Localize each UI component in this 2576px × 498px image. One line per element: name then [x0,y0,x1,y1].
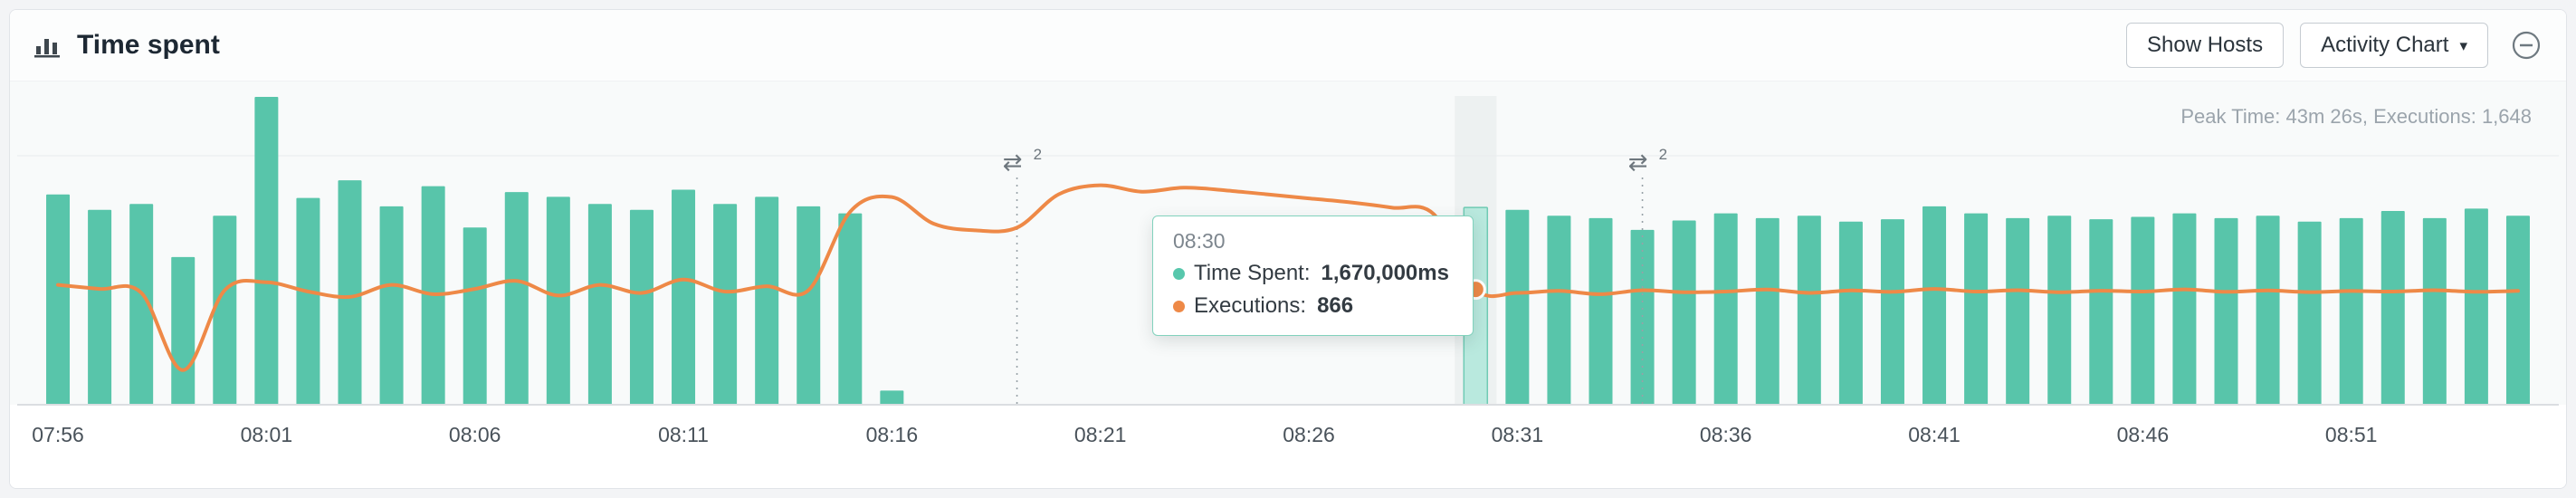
bar[interactable] [1547,215,1571,405]
bar[interactable] [629,209,654,405]
chart-tooltip: 08:30 Time Spent: 1,670,000ms Executions… [1152,215,1474,336]
bar[interactable] [1797,215,1821,405]
bar[interactable] [46,194,71,405]
bar[interactable] [1964,213,1989,405]
bar[interactable] [88,209,112,405]
bar[interactable] [171,256,196,405]
swap-arrows-icon: ⇄ [1003,149,1023,177]
executions-legend-dot [1173,300,1185,312]
tooltip-time-spent-row: Time Spent: 1,670,000ms [1173,261,1449,286]
x-axis-label: 08:46 [2117,423,2170,446]
swap-arrows-icon: ⇄ [1628,149,1648,177]
x-axis-label: 08:41 [1908,423,1961,446]
bar[interactable] [587,204,612,405]
bar[interactable] [1630,229,1655,405]
bar[interactable] [1880,219,1904,405]
panel-header-left: Time spent [33,30,220,61]
bar[interactable] [338,180,362,405]
collapse-panel-button[interactable] [2510,29,2543,62]
bar[interactable] [672,189,696,405]
tooltip-time-spent-label: Time Spent: [1194,261,1311,285]
show-hosts-label: Show Hosts [2147,32,2264,57]
x-axis-label: 08:21 [1074,423,1127,446]
time-spent-panel: Time spent Show Hosts Activity Chart ▾ [9,9,2567,489]
tooltip-executions-value: 866 [1317,293,1354,318]
bar[interactable] [2339,217,2363,405]
bar[interactable] [838,213,863,405]
bar[interactable] [2214,217,2238,405]
x-axis-label: 08:01 [241,423,293,446]
activity-chart-label: Activity Chart [2321,32,2449,57]
bar[interactable] [1713,213,1738,405]
bar[interactable] [2131,216,2155,405]
event-marker-count: 2 [1659,146,1667,163]
executions-line [56,183,2520,372]
tooltip-executions-label: Executions: [1194,293,1307,318]
x-axis-label: 08:06 [449,423,501,446]
bar[interactable] [546,196,570,405]
bar[interactable] [2380,211,2405,405]
bar[interactable] [1589,217,1613,405]
chevron-down-icon: ▾ [2459,36,2467,54]
tooltip-time-spent-value: 1,670,000ms [1321,261,1449,285]
bar[interactable] [2297,221,2322,405]
bar-chart-icon [33,32,62,59]
bar[interactable] [2422,217,2447,405]
tooltip-executions-row: Executions: 866 [1173,293,1449,319]
activity-chart-dropdown[interactable]: Activity Chart ▾ [2300,22,2488,69]
tooltip-time: 08:30 [1173,229,1226,253]
bar[interactable] [379,206,404,405]
time-spent-legend-dot [1173,267,1185,280]
panel-title: Time spent [77,30,220,60]
bar[interactable] [129,204,154,405]
chart-canvas[interactable]: ⇄ 2 ⇄ 2 07:56 08:01 08:06 08:11 08:16 08:21 08:26 0… [10,81,2566,489]
x-axis-label: 08:26 [1283,423,1335,446]
bar[interactable] [797,206,821,405]
bar[interactable] [2006,217,2030,405]
bar[interactable] [755,196,779,405]
bar[interactable] [880,390,904,405]
bar[interactable] [1505,209,1530,405]
x-axis-label: 08:36 [1700,423,1752,446]
bar[interactable] [1838,221,1863,405]
bar[interactable] [213,215,237,405]
bar[interactable] [2505,215,2530,405]
event-marker-count: 2 [1034,146,1042,163]
x-axis-label: 07:56 [32,423,84,446]
x-axis-label: 08:16 [866,423,919,446]
chart-area: Peak Time: 43m 26s, Executions: 1,648 ⇄ 2… [10,81,2566,489]
x-axis-label: 08:31 [1492,423,1544,446]
peak-summary: Peak Time: 43m 26s, Executions: 1,648 [2180,105,2532,128]
bar[interactable] [2089,219,2113,405]
panel-header-actions: Show Hosts Activity Chart ▾ [2126,22,2543,69]
bar[interactable] [2256,215,2280,405]
bar[interactable] [296,197,320,405]
bar[interactable] [504,192,529,405]
x-axis-label: 08:11 [658,423,709,446]
bar[interactable] [254,97,279,405]
bar[interactable] [1755,217,1779,405]
show-hosts-button[interactable]: Show Hosts [2126,22,2285,69]
x-axis-label: 08:51 [2325,423,2378,446]
bar[interactable] [713,204,738,405]
bar[interactable] [463,227,487,405]
panel-header: Time spent Show Hosts Activity Chart ▾ [10,10,2566,81]
bar[interactable] [2464,208,2488,405]
bar[interactable] [2172,213,2197,405]
bar[interactable] [1922,206,1947,405]
bar[interactable] [2047,215,2072,405]
bar[interactable] [1672,220,1696,405]
